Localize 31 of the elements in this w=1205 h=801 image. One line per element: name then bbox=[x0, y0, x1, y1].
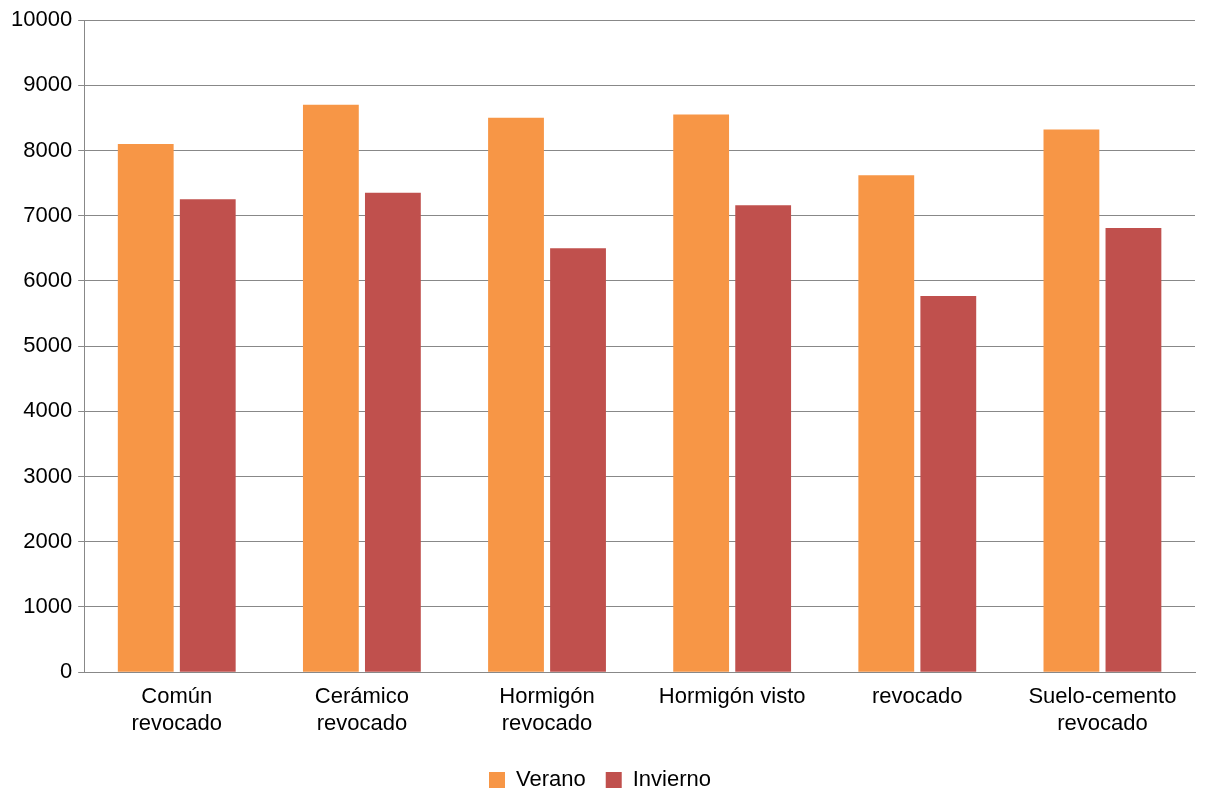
x-tick-label: Común revocado bbox=[131, 683, 222, 735]
x-tick-label: Cerámico revocado bbox=[314, 683, 409, 735]
y-tick-label: 10000 bbox=[10, 6, 73, 32]
x-tick-label: revocado bbox=[872, 683, 963, 709]
bar bbox=[550, 248, 606, 672]
bar bbox=[735, 205, 792, 672]
bar bbox=[302, 104, 359, 672]
y-tick-label: 2000 bbox=[23, 527, 73, 553]
y-tick-label: 8000 bbox=[23, 136, 73, 162]
legend-label: Verano bbox=[516, 766, 586, 792]
bar bbox=[1105, 228, 1162, 672]
y-tick-label: 4000 bbox=[23, 397, 73, 423]
bar bbox=[364, 192, 421, 672]
bar bbox=[858, 175, 915, 672]
bar bbox=[117, 143, 174, 672]
bar bbox=[488, 117, 544, 672]
y-tick-label: 0 bbox=[59, 658, 73, 684]
y-tick-label: 5000 bbox=[23, 332, 73, 358]
y-tick-label: 7000 bbox=[23, 201, 73, 227]
bar bbox=[179, 199, 236, 672]
legend-label: Invierno bbox=[632, 766, 712, 792]
y-tick-label: 6000 bbox=[23, 266, 73, 292]
x-tick-label: Suelo-cemento revocado bbox=[1028, 683, 1177, 735]
y-tick-label: 9000 bbox=[23, 71, 73, 97]
x-tick-label: Hormigón revocado bbox=[499, 683, 595, 735]
x-tick-label: Hormigón visto bbox=[658, 683, 806, 709]
y-tick-label: 1000 bbox=[23, 593, 73, 619]
bar bbox=[920, 295, 977, 672]
bar bbox=[673, 114, 730, 672]
bar bbox=[1043, 129, 1100, 672]
y-tick-label: 3000 bbox=[23, 462, 73, 488]
